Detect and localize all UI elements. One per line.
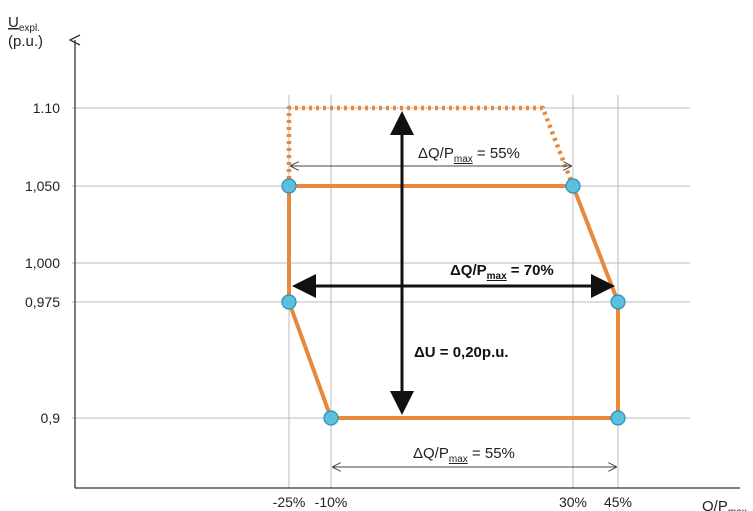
y-axis-title: Uexpl. — [8, 14, 40, 34]
envelope-dotted-line — [286, 105, 576, 187]
x-axis-title: Q/Pmax — [702, 498, 747, 511]
dq-bottom-label: ΔQ/Pmax = 55% — [413, 445, 515, 465]
labels-group: 1.10 1,050 1,000 0,975 0,9 -25% -10% 30% 45% — [25, 100, 632, 510]
data-point-marker — [610, 294, 626, 310]
x-tick-label: -25% — [273, 494, 306, 510]
x-tick-label: -10% — [315, 494, 348, 510]
data-point-marker — [281, 178, 297, 194]
y-tick-label: 1.10 — [33, 100, 60, 116]
gridlines — [72, 95, 690, 488]
dimension-arrows — [291, 111, 616, 467]
y-axis-unit: (p.u.) — [8, 33, 43, 50]
axes — [75, 40, 740, 489]
dq-mid-label: ΔQ/Pmax = 70% — [450, 262, 554, 282]
y-tick-label: 1,000 — [25, 255, 60, 271]
data-point-marker — [610, 410, 626, 426]
du-label: ΔU = 0,20p.u. — [414, 344, 509, 361]
dq-top-label: ΔQ/Pmax = 55% — [418, 145, 520, 165]
data-point-marker — [323, 410, 339, 426]
x-tick-label: 45% — [604, 494, 632, 510]
data-point-marker — [565, 178, 581, 194]
y-tick-label: 0,9 — [41, 410, 61, 426]
markers-group — [281, 178, 626, 426]
data-point-marker — [281, 294, 297, 310]
x-tick-label: 30% — [559, 494, 587, 510]
y-tick-label: 1,050 — [25, 178, 60, 194]
y-tick-label: 0,975 — [25, 294, 60, 310]
